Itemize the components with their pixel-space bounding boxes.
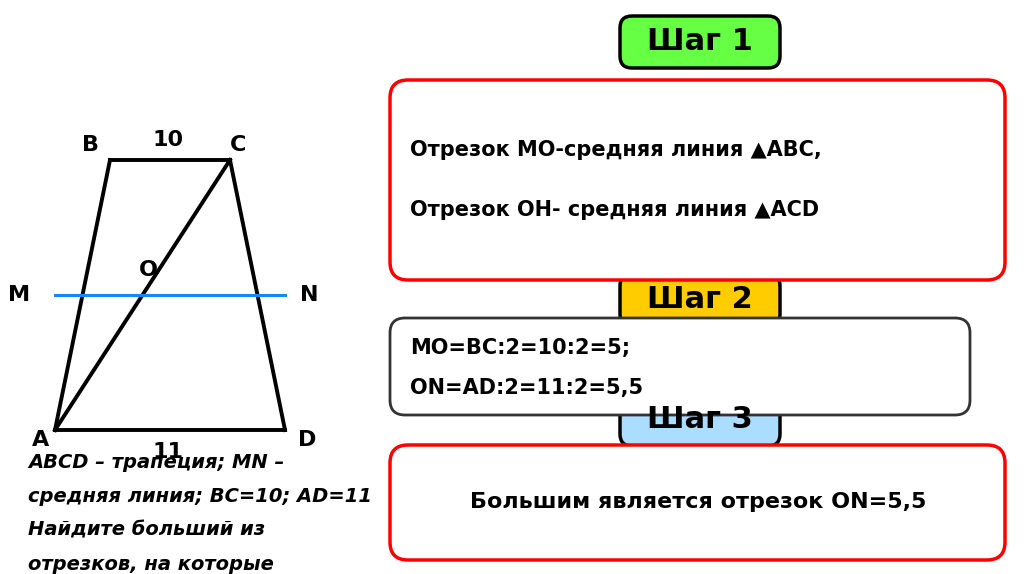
- Text: B: B: [82, 135, 98, 155]
- Text: ABCD – трапеция; MN –: ABCD – трапеция; MN –: [28, 452, 285, 471]
- Text: ON=AD:2=11:2=5,5: ON=AD:2=11:2=5,5: [410, 378, 643, 398]
- FancyBboxPatch shape: [390, 445, 1005, 560]
- Text: Отрезок МО-средняя линия ▲ABC,: Отрезок МО-средняя линия ▲ABC,: [410, 140, 821, 160]
- Text: C: C: [229, 135, 246, 155]
- Text: Найдите больший из: Найдите больший из: [28, 521, 265, 540]
- Text: A: A: [32, 430, 49, 450]
- Text: O: O: [138, 260, 158, 280]
- FancyBboxPatch shape: [390, 80, 1005, 280]
- Text: M: M: [8, 285, 30, 305]
- Text: Большим является отрезок ON=5,5: Большим является отрезок ON=5,5: [470, 492, 926, 512]
- FancyBboxPatch shape: [390, 318, 970, 415]
- FancyBboxPatch shape: [620, 274, 780, 326]
- Text: Шаг 3: Шаг 3: [647, 405, 753, 435]
- FancyBboxPatch shape: [620, 394, 780, 446]
- Text: Шаг 1: Шаг 1: [647, 28, 753, 56]
- Text: Отрезок ОН- средняя линия ▲ACD: Отрезок ОН- средняя линия ▲ACD: [410, 200, 819, 220]
- Text: MO=BC:2=10:2=5;: MO=BC:2=10:2=5;: [410, 338, 630, 358]
- Text: Шаг 2: Шаг 2: [647, 285, 753, 315]
- Text: 11: 11: [153, 442, 183, 462]
- FancyBboxPatch shape: [620, 16, 780, 68]
- Text: отрезков, на которые: отрезков, на которые: [28, 554, 273, 573]
- Text: 10: 10: [153, 130, 183, 150]
- Text: D: D: [298, 430, 316, 450]
- Text: средняя линия; BC=10; AD=11: средняя линия; BC=10; AD=11: [28, 487, 372, 506]
- Text: N: N: [300, 285, 318, 305]
